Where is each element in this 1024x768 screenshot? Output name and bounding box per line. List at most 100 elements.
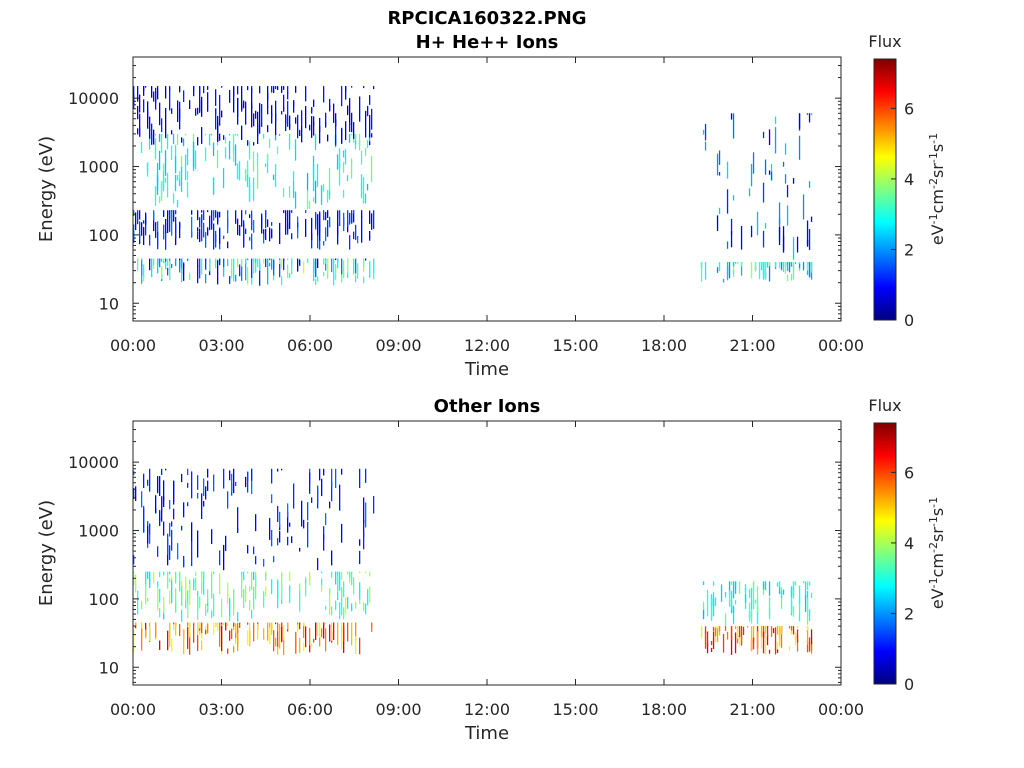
heatmap-cell <box>133 630 135 653</box>
heatmap-cell <box>193 622 195 643</box>
heatmap-cell <box>227 582 229 604</box>
heatmap-cell <box>211 610 213 618</box>
heatmap-cell <box>253 571 255 581</box>
heatmap-cell <box>277 468 279 472</box>
heatmap-cell <box>319 637 321 647</box>
heatmap-cell <box>211 529 213 544</box>
heatmap-cell <box>155 222 157 238</box>
heatmap-cell <box>145 629 147 639</box>
heatmap-cell <box>175 600 177 613</box>
heatmap-cell <box>309 645 311 653</box>
heatmap-cell <box>353 210 355 223</box>
heatmap-cell <box>215 210 217 218</box>
heatmap-cell <box>207 92 209 112</box>
heatmap-cell <box>806 641 809 653</box>
heatmap-cell <box>341 587 343 598</box>
heatmap-cell <box>165 231 167 250</box>
heatmap-cell <box>229 613 231 622</box>
heatmap-cell <box>294 191 297 209</box>
heatmap-cell <box>351 112 353 133</box>
x-ticks: 00:00 03:00 06:00 09:00 12:00 15:00 18:00 21:00… <box>110 57 864 355</box>
heatmap-cell <box>175 216 177 239</box>
heatmap-cell <box>742 626 745 635</box>
heatmap-cell <box>154 186 157 206</box>
heatmap-cell <box>156 163 159 184</box>
heatmap-cell <box>167 630 169 651</box>
heatmap-cell <box>291 536 293 543</box>
heatmap-cell <box>774 127 777 154</box>
heatmap-cell <box>189 633 191 655</box>
heatmap-cell <box>159 476 161 496</box>
heatmap-cell <box>790 273 793 281</box>
heatmap-cell <box>163 597 165 614</box>
x-tick-label: 15:00 <box>552 336 598 355</box>
heatmap-cell <box>722 278 725 283</box>
heatmap-cell <box>321 478 323 497</box>
heatmap-cell <box>271 494 273 503</box>
heatmap-cell <box>253 142 255 146</box>
heatmap-cell <box>714 597 717 606</box>
heatmap-cell <box>351 622 353 646</box>
heatmap-cell <box>271 579 273 595</box>
heatmap-cell <box>171 638 173 652</box>
heatmap-cell <box>255 571 257 576</box>
heatmap-cell <box>321 571 323 574</box>
heatmap-cell <box>149 523 151 535</box>
heatmap-cell <box>203 210 205 220</box>
heatmap-cell <box>343 622 345 642</box>
y-tick-label: 100 <box>88 590 119 609</box>
heatmap-cell <box>217 622 219 632</box>
heatmap-cell <box>237 612 239 622</box>
heatmap-cell <box>337 575 339 594</box>
heatmap-cell <box>792 606 795 617</box>
heatmap-cell <box>338 148 341 169</box>
heatmap-cell <box>223 258 225 267</box>
heatmap-cell <box>333 622 335 640</box>
heatmap-cell <box>179 258 181 261</box>
heatmap-cell <box>207 480 209 491</box>
heatmap-cell <box>255 110 257 119</box>
heatmap-cell <box>347 210 349 227</box>
heatmap-cell <box>221 86 223 88</box>
heatmap-cell <box>174 156 177 174</box>
heatmap-cell <box>347 571 349 575</box>
heatmap-cell <box>219 118 221 126</box>
heatmap-cell <box>157 581 159 586</box>
heatmap-cell <box>808 113 811 123</box>
heatmap-cell <box>154 138 157 159</box>
heatmap-cell <box>158 133 161 142</box>
heatmap-cell <box>133 86 135 101</box>
heatmap-cell <box>704 626 707 634</box>
heatmap-cell <box>369 210 371 224</box>
heatmap-cell <box>303 261 305 274</box>
heatmap-cell <box>239 264 241 277</box>
heatmap-cell <box>276 146 279 155</box>
heatmap-cell <box>325 259 327 264</box>
heatmap-cell <box>726 631 729 640</box>
heatmap-cell <box>163 210 165 217</box>
heatmap-cell <box>169 260 171 281</box>
heatmap-cell <box>316 163 319 187</box>
heatmap-cell <box>151 258 153 278</box>
x-ticks: 00:00 03:00 06:00 09:00 12:00 15:00 18:00 21:00… <box>110 421 864 719</box>
heatmap-cell <box>223 622 225 626</box>
heatmap-cell <box>303 519 305 529</box>
heatmap-cell <box>365 129 367 138</box>
heatmap-cell <box>189 622 191 638</box>
heatmap-cell <box>163 258 165 262</box>
heatmap-cell <box>203 86 205 94</box>
heatmap-cell <box>369 95 371 105</box>
heatmap-cell <box>730 590 733 610</box>
heatmap-cell <box>187 502 189 507</box>
heatmap-cell <box>141 258 143 261</box>
heatmap-cell <box>272 174 275 180</box>
heatmap-cell <box>203 222 205 238</box>
heatmap-cell <box>732 606 735 613</box>
heatmap-cell <box>283 625 285 640</box>
heatmap-cell <box>279 258 281 278</box>
heatmap-cell <box>357 236 359 244</box>
heatmap-cell <box>283 107 285 112</box>
heatmap-cell <box>329 216 331 228</box>
heatmap-cell <box>227 210 229 234</box>
heatmap-cell <box>221 622 223 625</box>
